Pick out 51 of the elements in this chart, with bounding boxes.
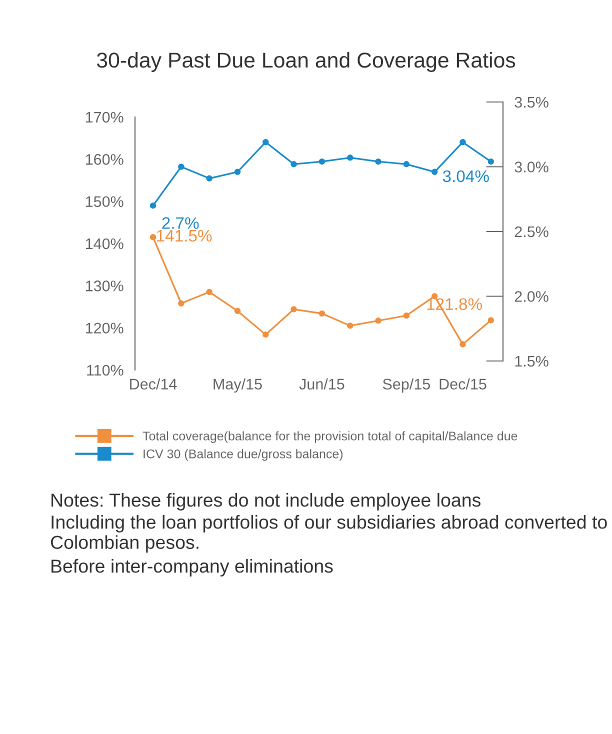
point — [206, 175, 212, 182]
point — [346, 322, 354, 329]
text: Before inter-company eliminations — [52, 559, 333, 576]
point — [346, 154, 354, 161]
y2-tick-label: 3.0% — [514, 162, 548, 172]
point — [403, 161, 410, 168]
point — [318, 310, 326, 317]
x-tick-label: Dec/14 — [130, 378, 177, 390]
point — [375, 158, 382, 165]
y-tick-label: 120% — [86, 322, 124, 334]
y-tick-label: 170% — [86, 112, 124, 123]
point — [262, 331, 269, 338]
point — [234, 168, 241, 176]
x-tick-label: Dec/15 — [440, 378, 486, 390]
y-tick-label: 110% — [87, 364, 124, 376]
chart-title: 30-day Past Due Loan and Coverage Ratios — [96, 52, 516, 72]
point — [290, 161, 297, 168]
point — [290, 306, 297, 312]
point — [178, 300, 184, 306]
data-label: 141.5% — [157, 230, 212, 242]
y-tick-label: 140% — [86, 238, 124, 250]
text: Including the loan portfolios of our subsidiaries abroad converted to Colombian pesos. — [50, 515, 607, 553]
legend-label: Total coverage(balance for the provision total of capital/Balance due — [142, 431, 518, 443]
x-tick-label: Sep/15 — [382, 378, 430, 393]
y-tick-label: 150% — [86, 196, 124, 208]
point — [460, 139, 466, 146]
point — [206, 288, 212, 296]
point — [150, 234, 156, 240]
text: Notes: These figures do not include employee loans — [52, 493, 480, 510]
data-label: 2.7% — [162, 217, 199, 229]
x-tick-label: Jun/15 — [299, 378, 344, 390]
point — [318, 158, 326, 165]
point — [375, 318, 382, 324]
legend-label: ICV 30 (Balance due/gross balance) — [144, 449, 343, 461]
x-tick-label: May/15 — [214, 378, 262, 393]
y-tick-label: 130% — [86, 280, 124, 292]
y2-tick-label: 2.0% — [514, 291, 548, 302]
point — [178, 164, 184, 170]
data-label: 3.04% — [442, 170, 489, 182]
y2-tick-label: 2.5% — [514, 226, 548, 238]
y2-tick-label: 1.5% — [515, 356, 548, 367]
y2-tick-label: 3.5% — [514, 96, 548, 108]
point — [150, 202, 156, 209]
point — [403, 312, 410, 319]
point — [262, 139, 269, 146]
point — [234, 308, 241, 314]
point — [488, 317, 494, 324]
y-tick-label: 160% — [86, 154, 124, 165]
point — [431, 168, 438, 176]
point — [460, 341, 466, 348]
point — [488, 158, 494, 165]
